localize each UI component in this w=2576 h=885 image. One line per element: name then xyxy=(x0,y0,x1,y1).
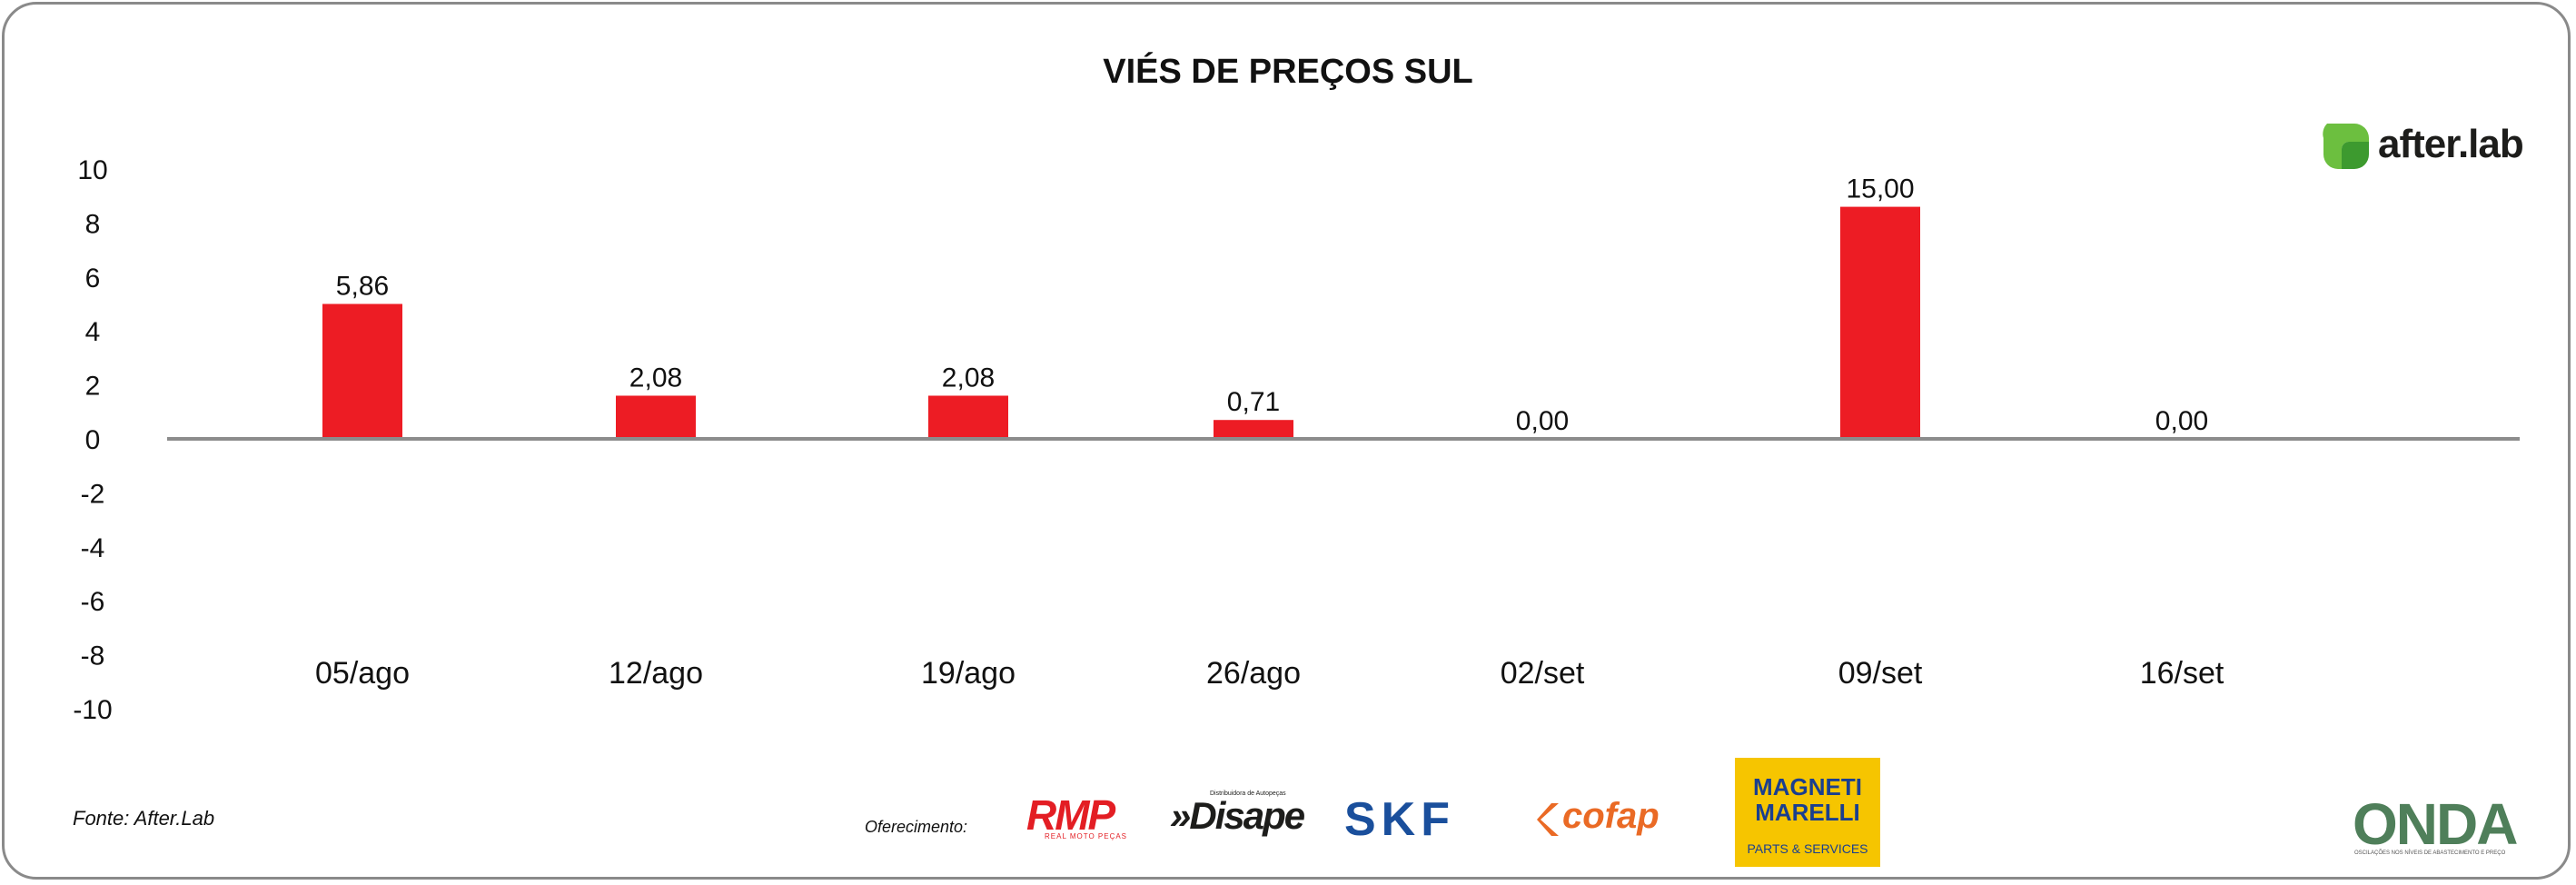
onda-logo: ONDA OSCILAÇÕES NOS NÍVEIS DE ABASTECIME… xyxy=(2353,791,2534,860)
bar xyxy=(1840,206,1920,439)
x-category-label: 02/set xyxy=(1501,656,1585,691)
y-tick-label: 0 xyxy=(85,425,101,455)
rmp-logo: RMP REAL MOTO PEÇAS xyxy=(1026,791,1148,843)
chart-title: VIÉS DE PREÇOS SUL xyxy=(1103,53,1473,91)
onda-logo-tagline: OSCILAÇÕES NOS NÍVEIS DE ABASTECIMENTO E… xyxy=(2354,850,2506,856)
cofap-logo-text: cofap xyxy=(1562,796,1660,836)
rmp-logo-tagline: REAL MOTO PEÇAS xyxy=(1045,832,1128,840)
y-tick-label: 4 xyxy=(85,317,101,347)
data-label: 15,00 xyxy=(1846,174,1914,204)
onda-logo-text: ONDA xyxy=(2353,791,2518,857)
data-label: 2,08 xyxy=(629,363,682,393)
y-tick-label: -4 xyxy=(81,533,105,563)
afterlab-wordmark: after.lab xyxy=(2378,122,2524,166)
bar xyxy=(928,395,1008,439)
offered-by-label: Oferecimento: xyxy=(865,818,968,836)
disape-logo-tagline: Distribuidora de Autopeças xyxy=(1210,791,1286,797)
x-category-label: 19/ago xyxy=(921,656,1016,691)
y-tick-label: 10 xyxy=(77,155,107,185)
data-label: 2,08 xyxy=(942,363,995,393)
rmp-logo-text: RMP xyxy=(1026,791,1115,839)
y-tick-label: 6 xyxy=(85,264,101,293)
disape-logo-text: »Disape xyxy=(1170,794,1305,837)
x-category-label: 09/set xyxy=(1838,656,1923,691)
y-tick-label: 2 xyxy=(85,372,101,402)
skf-logo-text: SKF xyxy=(1344,793,1455,846)
skf-logo: SKF xyxy=(1344,792,1517,846)
x-category-label: 12/ago xyxy=(609,656,703,691)
y-tick-label: -6 xyxy=(81,587,105,617)
data-label: 0,00 xyxy=(1516,406,1569,436)
cofap-mark-icon xyxy=(1537,803,1559,836)
magneti-marelli-logo-text: MAGNETI MARELLI xyxy=(1753,773,1862,826)
x-category-label: 05/ago xyxy=(315,656,410,691)
data-label: 0,71 xyxy=(1227,387,1280,417)
afterlab-mark-icon xyxy=(2323,124,2369,169)
source-note: Fonte: After.Lab xyxy=(73,807,215,830)
y-tick-label: -2 xyxy=(81,479,105,509)
magneti-marelli-logo: MAGNETI MARELLI PARTS & SERVICES xyxy=(1735,758,1880,867)
x-category-label: 26/ago xyxy=(1206,656,1301,691)
bar xyxy=(616,395,696,439)
bar xyxy=(1214,420,1293,439)
disape-logo: Distribuidora de Autopeças »Disape xyxy=(1170,791,1324,841)
magneti-marelli-tagline: PARTS & SERVICES xyxy=(1747,841,1868,856)
bar xyxy=(322,303,402,439)
y-tick-label: -10 xyxy=(73,695,112,725)
y-tick-label: -8 xyxy=(81,641,105,671)
data-label: 0,00 xyxy=(2155,406,2208,436)
y-tick-label: 8 xyxy=(85,209,101,239)
data-label: 5,86 xyxy=(336,272,389,302)
x-category-label: 16/set xyxy=(2140,656,2224,691)
cofap-logo: cofap xyxy=(1535,796,1708,841)
